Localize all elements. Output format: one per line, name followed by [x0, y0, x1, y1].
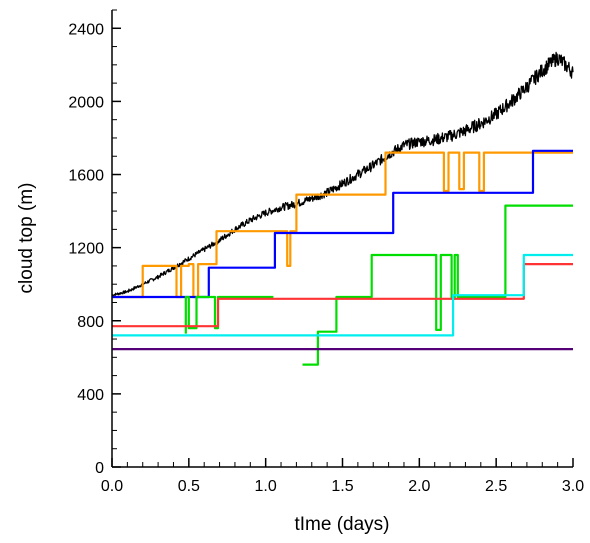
series-line-3 [302, 204, 573, 366]
series-line-0 [111, 51, 574, 297]
x-axis-label: tIme (days) [294, 514, 389, 535]
series-line-1 [112, 151, 573, 299]
tick-labels: 0.0 0.5 1.0 1.5 2.0 2.5 3.0 0 400 800 1200 1600 2000… [68, 21, 584, 495]
series-line-5 [112, 263, 573, 328]
y-tick-label-0: 0 [95, 460, 104, 477]
y-tick-label-3: 1200 [68, 241, 104, 258]
plot-lines [111, 51, 574, 366]
y-tick-label-2: 800 [77, 314, 104, 331]
y-tick-label-5: 2000 [68, 94, 104, 111]
y-tick-label-6: 2400 [68, 21, 104, 38]
x-tick-label-6: 3.0 [562, 478, 584, 495]
x-tick-label-4: 2.0 [408, 478, 430, 495]
ticks [111, 9, 574, 468]
x-tick-label-3: 1.5 [331, 478, 353, 495]
series-line-6 [112, 253, 573, 337]
x-tick-label-5: 2.5 [485, 478, 507, 495]
series-line-2 [112, 149, 573, 299]
x-tick-label-0: 0.0 [101, 478, 123, 495]
x-tick-label-2: 1.0 [255, 478, 277, 495]
y-tick-label-4: 1600 [68, 168, 104, 185]
y-axis-label: cloud top (m) [16, 183, 37, 294]
series-line-4 [184, 295, 274, 334]
x-tick-label-1: 0.5 [178, 478, 200, 495]
y-tick-label-1: 400 [77, 387, 104, 404]
axes [111, 10, 573, 468]
